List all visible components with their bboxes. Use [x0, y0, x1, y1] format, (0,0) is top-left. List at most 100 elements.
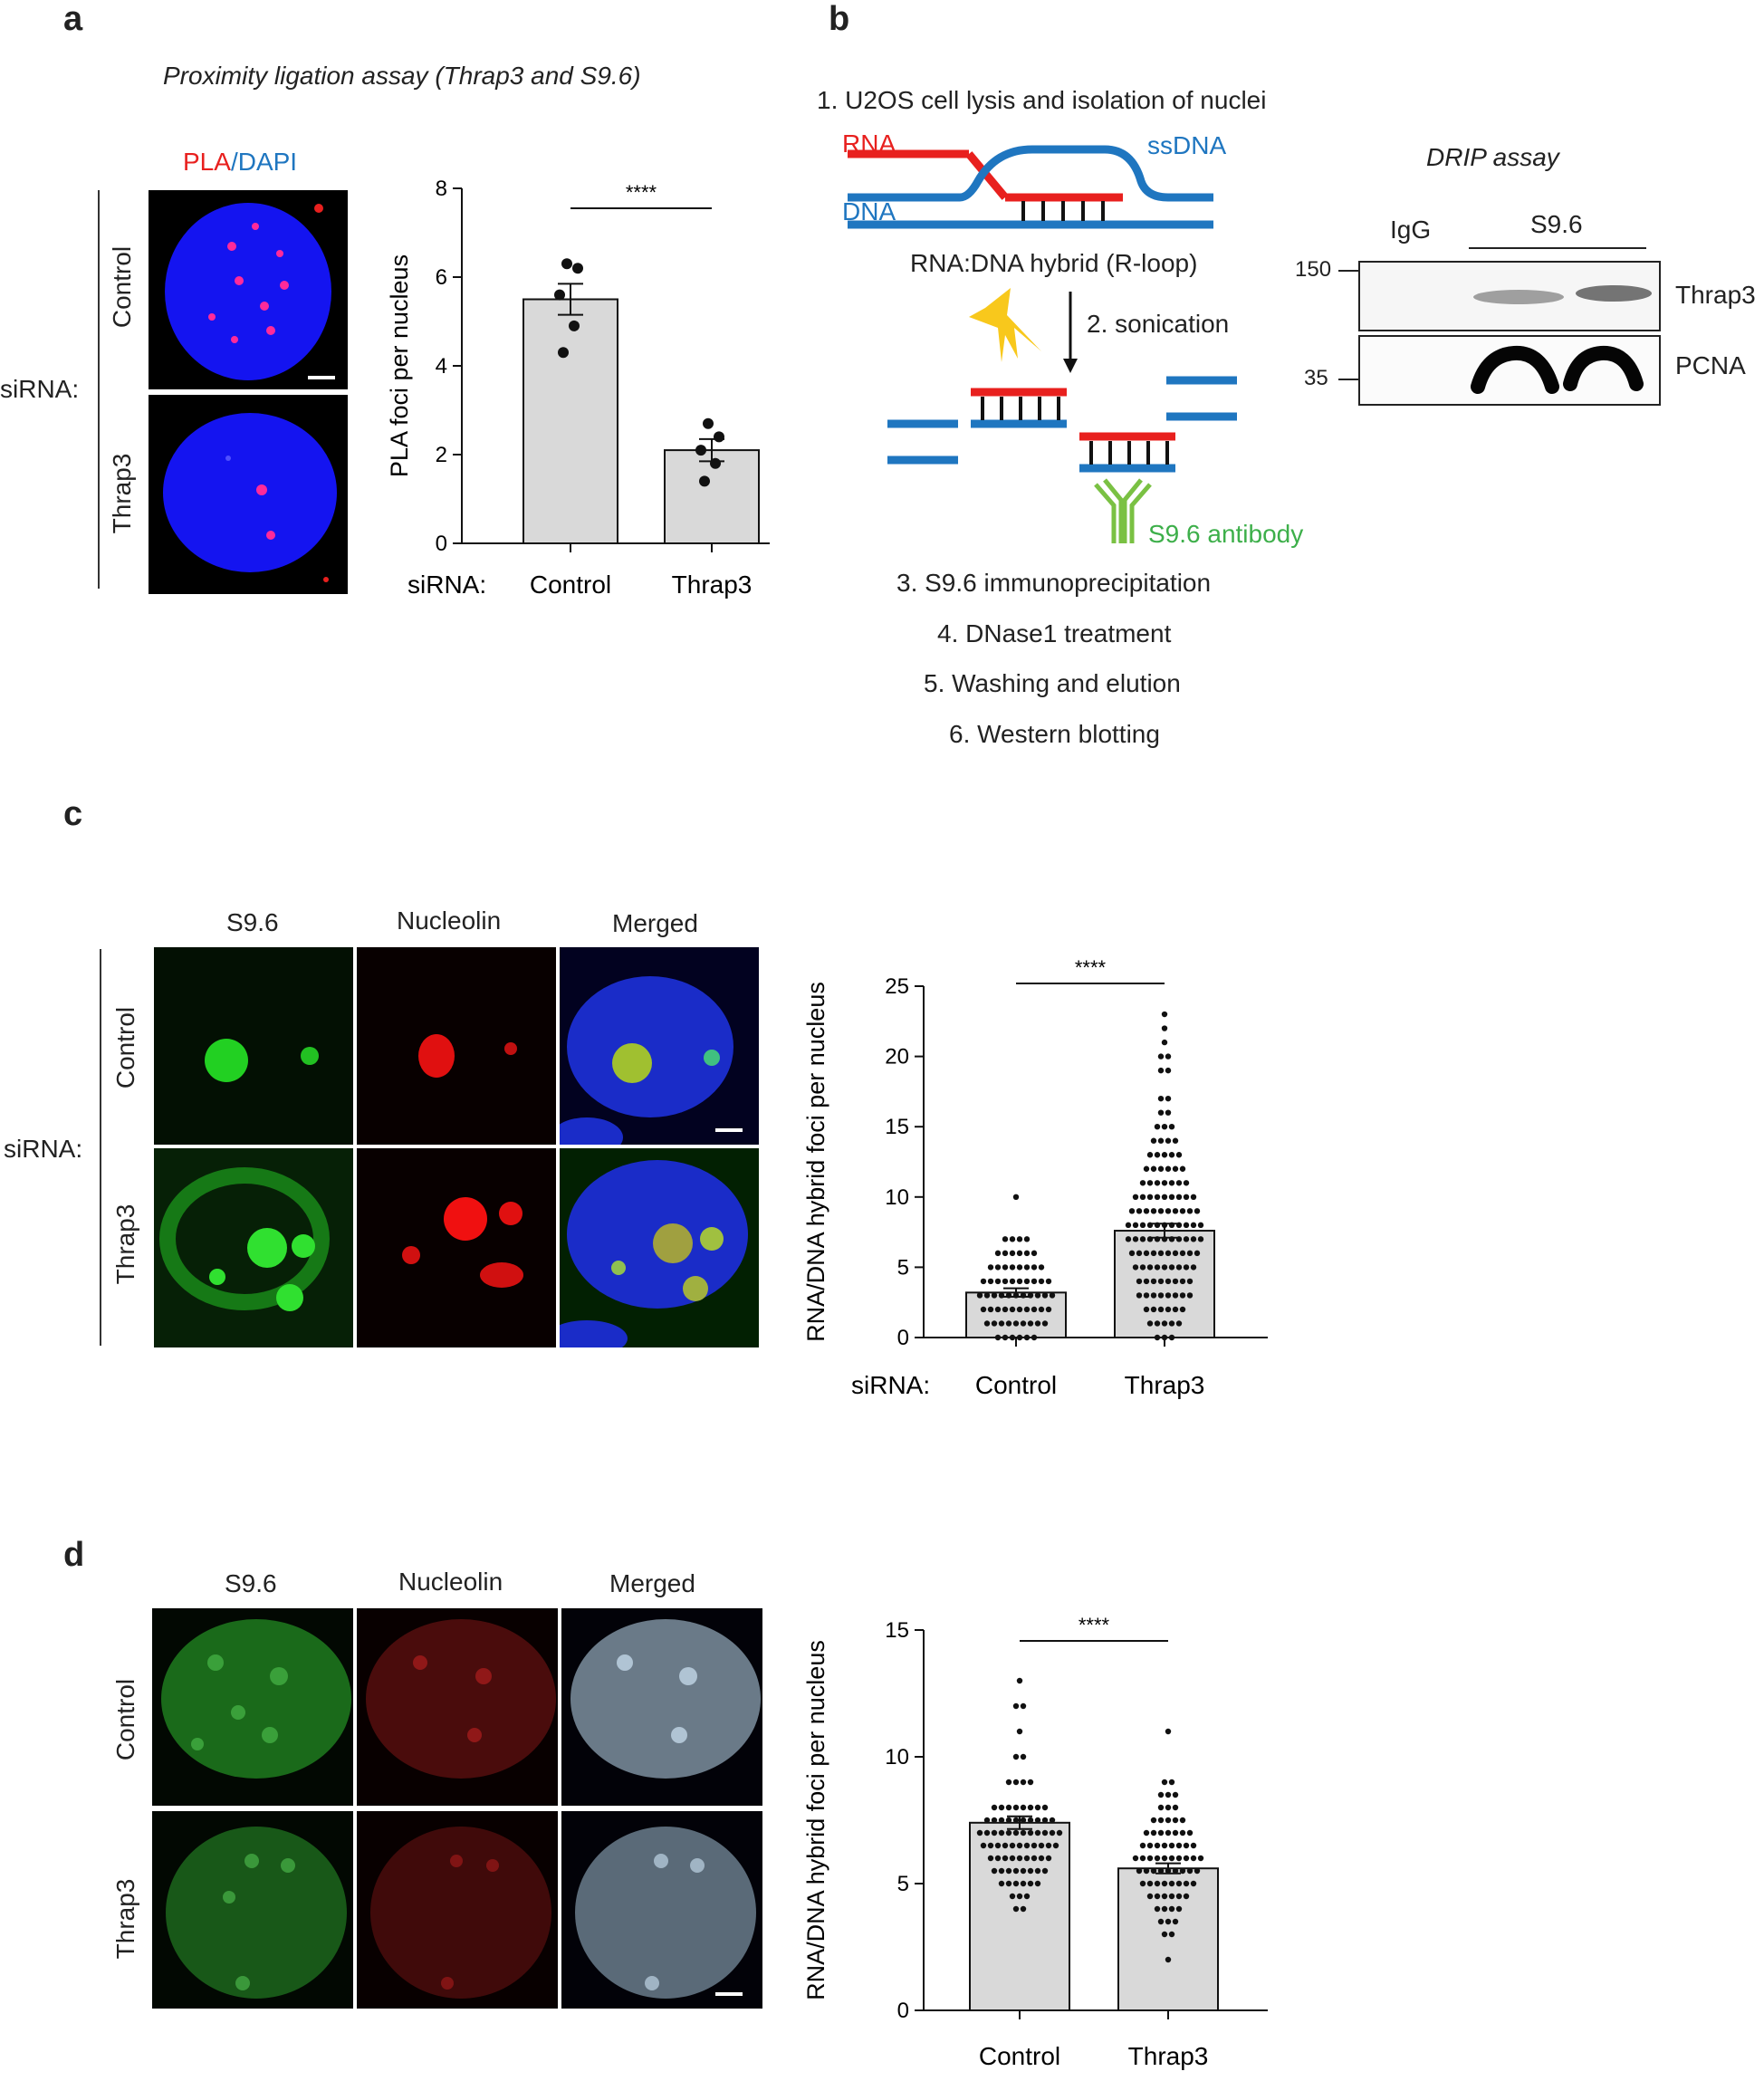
data-point	[1165, 1306, 1172, 1313]
data-point	[1161, 1236, 1168, 1242]
data-point	[1005, 1292, 1012, 1299]
data-point	[1027, 1779, 1034, 1786]
bar-thrap3	[1114, 1230, 1215, 1339]
data-point	[1146, 1855, 1154, 1862]
data-point	[1128, 1208, 1136, 1214]
data-point	[1031, 1334, 1038, 1341]
data-point	[1041, 1804, 1049, 1811]
data-point	[1165, 1250, 1172, 1257]
data-point	[1168, 1855, 1175, 1862]
data-point	[1157, 1918, 1165, 1925]
y-tick-label: 0	[897, 1999, 909, 2023]
data-point	[1161, 1039, 1168, 1046]
micrograph-nucleolin-thrap3-c	[357, 1148, 556, 1347]
data-point	[1183, 1842, 1190, 1849]
data-point	[1154, 1124, 1161, 1130]
chart-d: 0 5 10 15 RNA/DNA hybrid foci per nucleus Con…	[802, 1614, 1268, 2070]
data-point	[1139, 1180, 1146, 1186]
col-header-merged-c: Merged	[612, 909, 698, 937]
data-point	[572, 263, 583, 274]
sirna-label-c: siRNA:	[4, 1135, 83, 1163]
data-point	[1150, 1292, 1157, 1299]
data-point	[1143, 1250, 1150, 1257]
y-tick-label: 10	[885, 1185, 909, 1210]
data-point	[1023, 1893, 1031, 1900]
data-point	[1146, 1152, 1154, 1158]
data-point	[1168, 1194, 1175, 1200]
data-point	[714, 431, 724, 443]
data-point	[987, 1842, 994, 1849]
label-rna: RNA	[842, 129, 896, 158]
data-point	[1175, 1880, 1183, 1887]
significance-label: ****	[1079, 1614, 1110, 1636]
data-point	[1165, 1956, 1172, 1963]
data-point	[1016, 1334, 1023, 1341]
data-point	[994, 1334, 1002, 1341]
data-point	[1002, 1236, 1009, 1242]
data-point	[1175, 1893, 1183, 1900]
data-point	[1146, 1842, 1154, 1849]
data-point	[1179, 1165, 1186, 1172]
data-point	[1023, 1334, 1031, 1341]
hybrid-fragment-2	[1079, 432, 1175, 473]
data-point	[1168, 1334, 1175, 1341]
data-point	[1168, 1931, 1175, 1938]
data-point	[561, 258, 572, 270]
dna-fragment-right	[1166, 376, 1237, 421]
data-point	[1009, 1250, 1016, 1257]
x-tick-label-thrap3: Thrap3	[1125, 1371, 1205, 1399]
data-point	[1020, 1817, 1027, 1824]
data-point	[1165, 1278, 1172, 1285]
data-point	[1157, 1829, 1165, 1836]
drip-step-3: 3. S9.6 immunoprecipitation	[896, 569, 1212, 597]
data-point	[1165, 1109, 1172, 1116]
data-point	[1031, 1855, 1038, 1862]
data-point	[1161, 1334, 1168, 1341]
micrograph-pla-control	[149, 190, 348, 389]
data-point	[1157, 1867, 1165, 1875]
data-point	[1023, 1842, 1031, 1849]
data-point	[1172, 1278, 1179, 1285]
data-point	[1139, 1855, 1146, 1862]
data-point	[1139, 1236, 1146, 1242]
data-point	[1186, 1250, 1194, 1257]
data-point	[1157, 1053, 1165, 1060]
data-point	[1049, 1292, 1056, 1299]
data-point	[1146, 1264, 1154, 1271]
data-point	[1161, 1124, 1168, 1130]
data-point	[980, 1306, 987, 1313]
data-point	[1161, 1222, 1168, 1229]
micrograph-s96-thrap3-d	[152, 1811, 353, 2009]
data-point	[1179, 1278, 1186, 1285]
data-point	[1009, 1855, 1016, 1862]
data-point	[1165, 1791, 1172, 1798]
data-point	[1197, 1236, 1204, 1242]
data-point	[1002, 1855, 1009, 1862]
panel-letter-d: d	[63, 1536, 85, 1574]
y-tick-label: 8	[436, 177, 447, 201]
data-point	[994, 1250, 1002, 1257]
data-point	[1175, 1180, 1183, 1186]
data-point	[1031, 1306, 1038, 1313]
data-point	[1165, 1817, 1172, 1824]
data-point	[1172, 1918, 1179, 1925]
data-point	[1161, 1320, 1168, 1327]
data-point	[1186, 1829, 1194, 1836]
data-point	[1139, 1222, 1146, 1229]
data-point	[994, 1842, 1002, 1849]
data-point	[1034, 1817, 1041, 1824]
data-point	[1009, 1236, 1016, 1242]
row-label-control-c: Control	[111, 1006, 139, 1089]
data-point	[1045, 1306, 1052, 1313]
dna-fragment-left	[887, 419, 958, 465]
data-point	[1020, 1804, 1027, 1811]
data-point	[1165, 1918, 1172, 1925]
data-point	[1165, 1728, 1172, 1735]
data-point	[1183, 1855, 1190, 1862]
data-point	[1172, 1791, 1179, 1798]
data-point	[1186, 1292, 1194, 1299]
data-point	[1168, 1905, 1175, 1913]
data-point	[1132, 1264, 1139, 1271]
data-point	[1165, 1067, 1172, 1074]
data-point	[1172, 1250, 1179, 1257]
